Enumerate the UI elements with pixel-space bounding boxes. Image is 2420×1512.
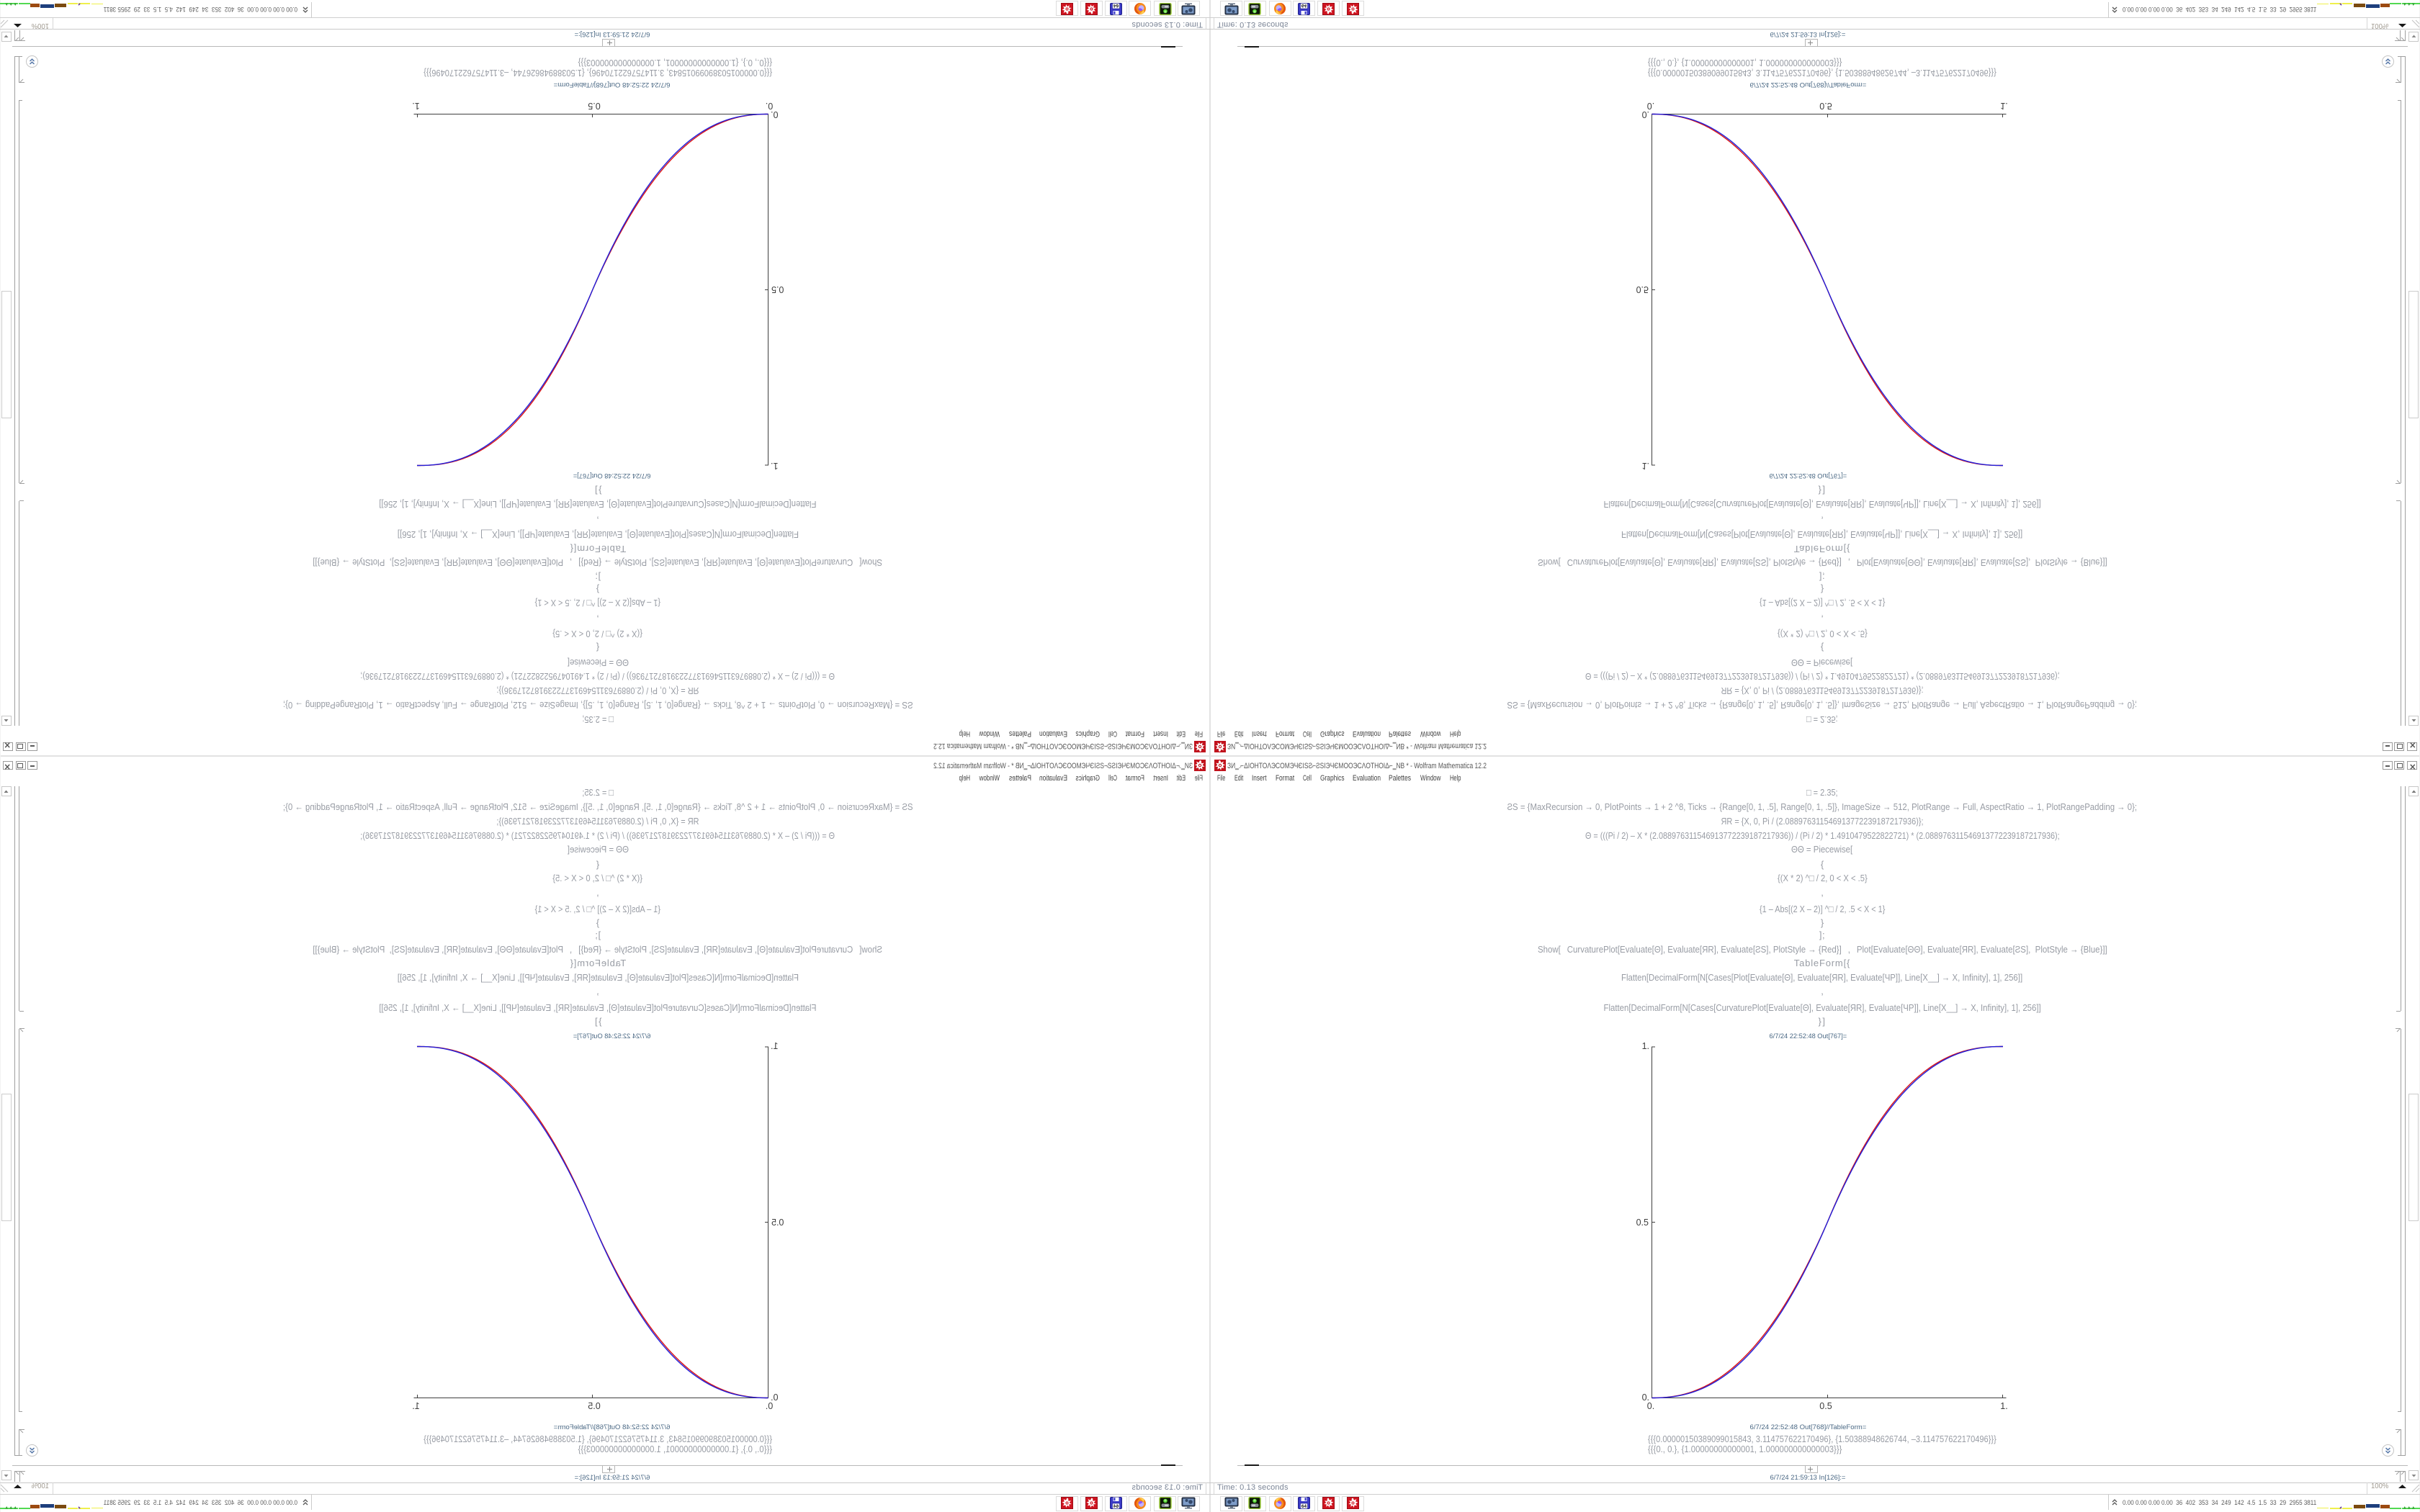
svg-text:64: 64 — [1113, 1504, 1119, 1509]
svg-text:64: 64 — [1113, 3, 1119, 8]
svg-text:64: 64 — [1301, 1504, 1307, 1509]
svg-text:64: 64 — [1301, 3, 1307, 8]
